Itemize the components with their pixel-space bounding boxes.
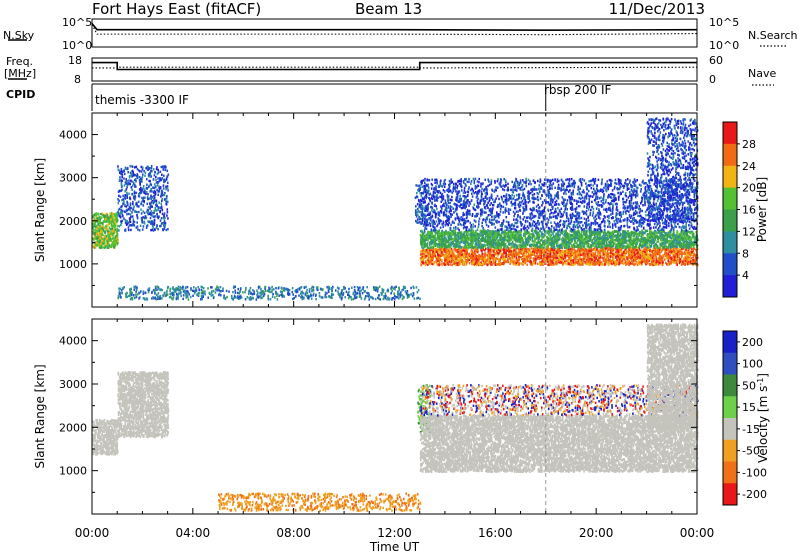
x-axis-label: Time UT xyxy=(369,540,420,554)
xtick-label-3: 08:00 xyxy=(276,526,311,540)
nave-label: Nave xyxy=(748,67,776,80)
date-label: 11/Dec/2013 xyxy=(609,0,705,18)
colorbar-2-tick-5: -15 xyxy=(742,423,760,436)
panel-1-ytick-label-1: 1000 xyxy=(59,258,87,271)
echo-region-2-2 xyxy=(117,371,170,439)
echo-region-2-1 xyxy=(92,418,119,456)
panel-1-ylabel: Slant Range [km] xyxy=(33,158,47,262)
colorbar-2-tick-2: 100 xyxy=(742,358,763,371)
colorbar-2-tick-6: -50 xyxy=(742,445,760,458)
noise-series-1 xyxy=(91,22,698,32)
panel-1-ytick-label-2: 2000 xyxy=(59,215,87,228)
colorbar-1-swatch-1 xyxy=(723,122,737,145)
freq-panel-frame xyxy=(91,57,698,82)
noise-tick-bottom-right: 10^0 xyxy=(709,39,739,52)
echo-region-1-2 xyxy=(117,164,170,232)
panel-1-colorbar xyxy=(722,121,740,298)
cpid-label: CPID xyxy=(6,88,35,101)
xtick-label-7: 00:00 xyxy=(680,526,715,540)
colorbar-2-tick-4: 15 xyxy=(742,401,756,414)
colorbar-2-swatch-4 xyxy=(723,396,737,419)
noise-tick-top: 10^5 xyxy=(62,16,92,29)
freq-tick-bottom: 8 xyxy=(74,73,81,86)
freq-tick-top: 18 xyxy=(68,54,82,67)
echo-region-1-4 xyxy=(419,246,699,267)
colorbar-2-swatch-5 xyxy=(723,418,737,441)
colorbar-1-swatch-6 xyxy=(723,231,737,254)
freq-series-2 xyxy=(92,66,698,69)
nave-tick-bottom: 0 xyxy=(709,73,716,86)
nsearch-label: N.Search xyxy=(748,29,798,42)
beam-label: Beam 13 xyxy=(355,0,422,18)
colorbar-1-swatch-7 xyxy=(723,253,737,276)
cpid-segment-2: rbsp 200 IF xyxy=(544,83,611,97)
colorbar-1-swatch-5 xyxy=(723,209,737,232)
panel-2-ytick-label-2: 2000 xyxy=(59,421,87,434)
echo-region-1-1 xyxy=(92,212,119,249)
colorbar-2-tick-1: 200 xyxy=(742,336,763,349)
colorbar-1-tick-6: 24 xyxy=(742,160,756,173)
cpid-segment-1: themis -3300 IF xyxy=(95,93,189,107)
panel-1-ytick-label-3: 3000 xyxy=(59,172,87,185)
panel-2-ylabel: Slant Range [km] xyxy=(33,364,47,468)
echo-region-1-7 xyxy=(646,117,699,224)
nave-tick-top: 60 xyxy=(709,54,723,67)
colorbar-1-tick-7: 28 xyxy=(742,138,756,151)
xtick-label-5: 16:00 xyxy=(478,526,513,540)
panel-2-ytick-label-1: 1000 xyxy=(59,465,87,478)
panel-1-echoes xyxy=(92,117,699,301)
panel-2-echoes xyxy=(92,323,699,513)
noise-tick-top-right: 10^5 xyxy=(709,16,739,29)
colorbar-1-tick-4: 16 xyxy=(742,204,756,217)
panel-2-colorbar: Velocity [m s-1] xyxy=(722,330,771,506)
colorbar-1-label: Power [dB] xyxy=(755,177,769,242)
echo-region-2-7 xyxy=(218,492,422,513)
colorbar-2-swatch-2 xyxy=(723,352,737,375)
freq-series-1 xyxy=(92,61,697,71)
plot-title: Fort Hays East (fitACF) xyxy=(92,0,261,18)
colorbar-2-swatch-7 xyxy=(723,461,737,484)
nsky-label: N.Sky xyxy=(3,29,34,42)
panel-1-ytick-label-4: 4000 xyxy=(59,129,87,142)
freq-unit: [MHz] xyxy=(4,67,36,80)
colorbar-1-tick-3: 12 xyxy=(742,225,756,238)
colorbar-2-swatch-3 xyxy=(723,374,737,397)
colorbar-1-swatch-3 xyxy=(723,165,737,189)
noise-tick-bottom: 10^0 xyxy=(62,39,92,52)
panel-2-ytick-label-3: 3000 xyxy=(59,378,87,391)
xtick-label-4: 12:00 xyxy=(377,526,412,540)
colorbar-2-tick-3: 50 xyxy=(742,379,756,392)
echo-region-2-6 xyxy=(646,323,699,430)
freq-label: Freq. xyxy=(6,55,33,68)
colorbar-2-swatch-1 xyxy=(723,331,737,354)
xtick-label-1: 00:00 xyxy=(75,526,110,540)
echo-region-1-5 xyxy=(419,229,699,249)
colorbar-1-tick-5: 20 xyxy=(742,182,756,195)
colorbar-2-tick-7: -100 xyxy=(742,466,767,479)
xtick-label-2: 04:00 xyxy=(176,526,211,540)
colorbar-2-label: Velocity [m s-1] xyxy=(756,373,771,463)
xtick-label-6: 20:00 xyxy=(579,526,614,540)
scatter-layer xyxy=(92,117,699,513)
colorbar-1-tick-2: 8 xyxy=(742,247,749,260)
panel-2-ytick-label-4: 4000 xyxy=(59,335,87,348)
colorbar-1-swatch-8 xyxy=(723,275,737,298)
colorbar-2-swatch-6 xyxy=(723,439,737,462)
noise-panel-frame xyxy=(91,18,698,48)
colorbar-1-swatch-4 xyxy=(723,187,737,210)
colorbar-2-swatch-8 xyxy=(723,483,737,506)
colorbar-2-tick-8: -200 xyxy=(742,488,767,501)
echo-region-1-8 xyxy=(117,285,421,301)
colorbar-1-tick-1: 4 xyxy=(742,269,749,282)
colorbar-1-swatch-2 xyxy=(723,143,737,167)
colorbar-2-frame xyxy=(722,330,738,506)
